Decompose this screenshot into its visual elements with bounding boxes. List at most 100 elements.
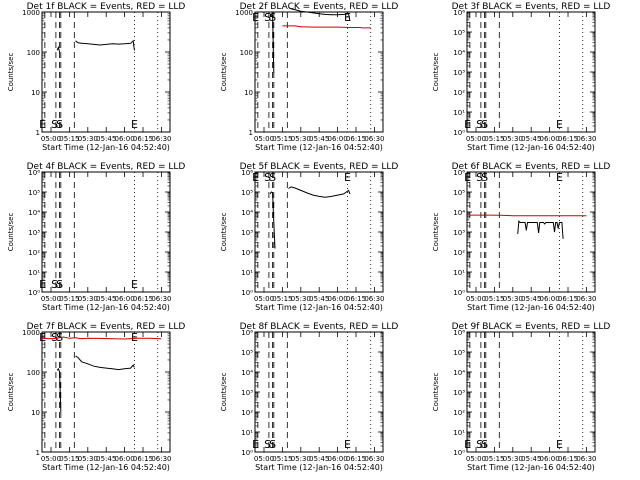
x-tick-label: 05:15 — [484, 295, 504, 303]
x-tick-label: 05:15 — [272, 455, 292, 463]
panel-title: Det 7f BLACK = Events, RED = LLD — [27, 322, 186, 332]
x-axis-label: Start Time (12-Jan-16 04:52:40) — [42, 463, 170, 472]
y-axis-label: Counts/sec — [220, 53, 228, 92]
y-tick-label: 10 — [31, 409, 40, 417]
y-tick-label: 10² — [241, 249, 253, 257]
marker-s: S — [481, 118, 488, 131]
y-tick-label: 100 — [27, 49, 40, 57]
x-tick-label: 05:30 — [503, 135, 523, 143]
x-tick-label: 06:00 — [540, 455, 560, 463]
x-tick-label: 06:15 — [558, 135, 578, 143]
panel-title: Det 9f BLACK = Events, RED = LLD — [452, 322, 611, 332]
y-tick-label: 10³ — [453, 229, 465, 237]
x-tick-label: 06:30 — [364, 455, 384, 463]
y-tick-label: 10² — [453, 249, 465, 257]
y-tick-label: 10² — [453, 89, 465, 97]
y-tick-label: 10³ — [241, 389, 253, 397]
y-tick-label: 10⁰ — [28, 289, 40, 297]
marker-e: E — [464, 171, 471, 184]
y-tick-label: 10² — [28, 249, 40, 257]
x-tick-label: 06:30 — [364, 295, 384, 303]
marker-s: S — [51, 331, 58, 344]
y-axis-label: Counts/sec — [432, 53, 440, 92]
marker-e: E — [131, 331, 138, 344]
x-tick-label: 05:00 — [41, 295, 61, 303]
y-tick-label: 10⁴ — [241, 209, 253, 217]
detector-panel-5: Det 5f BLACK = Events, RED = LLD 10⁰ 10¹ 10… — [220, 162, 398, 312]
panel-title: Det 1f BLACK = Events, RED = LLD — [27, 2, 186, 12]
lld-series-line — [282, 25, 371, 29]
marker-s: S — [264, 171, 271, 184]
x-tick-label: 06:30 — [576, 295, 596, 303]
marker-e: E — [252, 11, 259, 24]
y-tick-label: 10⁰ — [453, 449, 465, 457]
y-tick-label: 10⁶ — [241, 169, 253, 177]
y-tick-label: 10³ — [28, 229, 40, 237]
x-tick-label: 06:15 — [558, 295, 578, 303]
y-tick-label: 10³ — [453, 69, 465, 77]
x-tick-label: 06:00 — [540, 295, 560, 303]
panel-title: Det 6f BLACK = Events, RED = LLD — [452, 162, 611, 172]
detector-panel-3: Det 3f BLACK = Events, RED = LLD 10⁰ 10¹ 10… — [432, 2, 610, 152]
x-tick-label: 06:15 — [558, 455, 578, 463]
x-tick-label: 05:45 — [521, 455, 541, 463]
lld-series-line — [42, 336, 162, 340]
marker-e: E — [556, 118, 563, 131]
x-tick-label: 06:15 — [133, 455, 153, 463]
detector-panel-8: Det 8f BLACK = Events, RED = LLD 10⁰ 10¹ 10… — [220, 322, 398, 472]
x-tick-label: 05:00 — [254, 135, 274, 143]
y-tick-label: 1 — [36, 449, 40, 457]
x-tick-label: 06:00 — [115, 455, 135, 463]
marker-s: S — [476, 118, 483, 131]
y-axis-label: Counts/sec — [7, 53, 15, 92]
y-tick-label: 100 — [27, 369, 40, 377]
y-axis-label: Counts/sec — [432, 213, 440, 252]
x-tick-label: 05:30 — [78, 295, 98, 303]
x-tick-label: 05:15 — [484, 135, 504, 143]
x-tick-label: 05:30 — [291, 455, 311, 463]
detector-panel-4: Det 4f BLACK = Events, RED = LLD 10⁰ 10¹ 10… — [7, 162, 185, 312]
x-tick-label: 05:15 — [272, 295, 292, 303]
y-tick-label: 10⁵ — [28, 189, 40, 197]
x-tick-label: 06:30 — [364, 135, 384, 143]
x-tick-label: 05:30 — [503, 455, 523, 463]
y-tick-label: 10⁴ — [28, 209, 40, 217]
lld-series-line — [467, 214, 587, 217]
detector-panel-9: Det 9f BLACK = Events, RED = LLD 10⁰ 10¹ 10… — [432, 322, 610, 472]
y-tick-label: 10⁴ — [241, 369, 253, 377]
detector-panel-1: Det 1f BLACK = Events, RED = LLD 1 10 100 10… — [7, 2, 185, 152]
marker-e: E — [252, 171, 259, 184]
x-tick-label: 05:45 — [309, 295, 329, 303]
y-axis-label: Counts/sec — [7, 373, 15, 412]
x-tick-label: 06:15 — [133, 295, 153, 303]
events-series-line — [75, 39, 135, 51]
x-tick-label: 05:00 — [254, 455, 274, 463]
marker-s: S — [269, 171, 276, 184]
marker-e: E — [131, 118, 138, 131]
y-tick-label: 10⁵ — [453, 189, 465, 197]
y-tick-label: 10⁰ — [453, 129, 465, 137]
y-tick-label: 10⁰ — [453, 289, 465, 297]
x-tick-label: 06:00 — [115, 295, 135, 303]
marker-s: S — [476, 438, 483, 451]
marker-e: E — [252, 438, 259, 451]
events-series-line — [269, 191, 276, 249]
y-tick-label: 10⁴ — [453, 49, 465, 57]
x-tick-label: 05:45 — [521, 295, 541, 303]
x-axis-label: Start Time (12-Jan-16 04:52:40) — [467, 303, 595, 312]
y-tick-label: 10⁶ — [453, 9, 465, 17]
y-tick-label: 10⁵ — [241, 189, 253, 197]
marker-e: E — [556, 438, 563, 451]
marker-e: E — [556, 171, 563, 184]
y-tick-label: 10³ — [241, 229, 253, 237]
y-tick-label: 10⁵ — [241, 349, 253, 357]
y-tick-label: 10⁶ — [453, 169, 465, 177]
y-tick-label: 10 — [244, 89, 253, 97]
x-tick-label: 05:00 — [41, 455, 61, 463]
x-tick-label: 05:45 — [96, 455, 116, 463]
x-tick-label: 05:15 — [272, 135, 292, 143]
x-tick-label: 06:30 — [576, 455, 596, 463]
detector-panel-6: Det 6f BLACK = Events, RED = LLD 10⁰ 10¹ 10… — [432, 162, 610, 312]
x-tick-label: 05:00 — [466, 135, 486, 143]
